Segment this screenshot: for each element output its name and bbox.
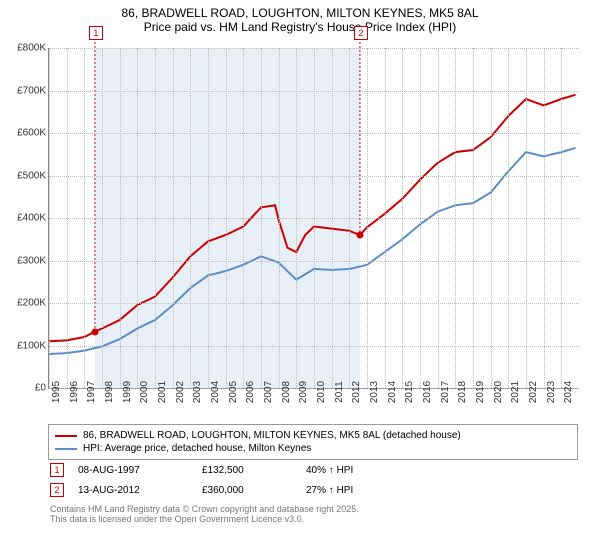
transaction-pct-1: 40% ↑ HPI: [306, 465, 416, 476]
y-axis-label: £200K: [8, 298, 46, 309]
x-axis-label: 2008: [281, 381, 292, 403]
marker-box-1: 1: [89, 26, 103, 40]
x-axis-label: 2002: [175, 381, 186, 403]
transaction-date-1: 08-AUG-1997: [78, 465, 188, 476]
marker-box-2: 2: [354, 26, 368, 40]
y-axis-label: £700K: [8, 85, 46, 96]
x-axis-label: 1995: [51, 381, 62, 403]
x-axis-label: 2017: [440, 381, 451, 403]
x-axis-label: 2003: [192, 381, 203, 403]
x-axis-label: 2004: [210, 381, 221, 403]
legend-row-red: 86, BRADWELL ROAD, LOUGHTON, MILTON KEYN…: [55, 429, 571, 442]
x-axis-label: 2024: [563, 381, 574, 403]
chart-plot-area: 12: [48, 48, 579, 389]
x-axis-label: 1999: [122, 381, 133, 403]
x-axis-label: 1998: [104, 381, 115, 403]
legend-swatch-red: [55, 435, 77, 437]
marker-dot-1: [91, 328, 98, 335]
x-axis-label: 1997: [86, 381, 97, 403]
x-axis-label: 2006: [245, 381, 256, 403]
x-axis-label: 2018: [457, 381, 468, 403]
y-axis-label: £500K: [8, 170, 46, 181]
y-axis-label: £300K: [8, 255, 46, 266]
x-axis-label: 2005: [228, 381, 239, 403]
transaction-price-1: £132,500: [202, 465, 292, 476]
y-axis-label: £600K: [8, 128, 46, 139]
x-axis-label: 2015: [404, 381, 415, 403]
legend-label-blue: HPI: Average price, detached house, Milt…: [83, 443, 311, 454]
x-axis-label: 2000: [139, 381, 150, 403]
x-axis-label: 2014: [387, 381, 398, 403]
x-axis-label: 2021: [510, 381, 521, 403]
x-axis-label: 2009: [298, 381, 309, 403]
y-axis-label: £800K: [8, 43, 46, 54]
x-axis-label: 2012: [351, 381, 362, 403]
legend-and-footer: 86, BRADWELL ROAD, LOUGHTON, MILTON KEYN…: [48, 424, 578, 524]
y-axis-label: £0: [8, 383, 46, 394]
chart-container: 86, BRADWELL ROAD, LOUGHTON, MILTON KEYN…: [0, 0, 600, 560]
x-axis-label: 2013: [369, 381, 380, 403]
x-axis-label: 2020: [493, 381, 504, 403]
x-axis-label: 2023: [546, 381, 557, 403]
legend-label-red: 86, BRADWELL ROAD, LOUGHTON, MILTON KEYN…: [83, 430, 461, 441]
x-axis-label: 2016: [422, 381, 433, 403]
transaction-marker-2: 2: [50, 483, 64, 497]
footer-line-2: This data is licensed under the Open Gov…: [50, 514, 576, 524]
x-axis-label: 1996: [69, 381, 80, 403]
transaction-price-2: £360,000: [202, 485, 292, 496]
transaction-date-2: 13-AUG-2012: [78, 485, 188, 496]
x-axis-label: 2010: [316, 381, 327, 403]
legend-row-blue: HPI: Average price, detached house, Milt…: [55, 442, 571, 455]
x-axis-label: 2011: [334, 381, 345, 403]
footer-line-1: Contains HM Land Registry data © Crown c…: [50, 504, 576, 514]
y-axis-label: £400K: [8, 213, 46, 224]
x-axis-label: 2019: [475, 381, 486, 403]
transaction-row-2: 2 13-AUG-2012 £360,000 27% ↑ HPI: [48, 480, 578, 500]
legend-swatch-blue: [55, 448, 77, 450]
series-blue: [49, 148, 576, 354]
transaction-marker-1: 1: [50, 463, 64, 477]
footer-text: Contains HM Land Registry data © Crown c…: [48, 500, 578, 524]
y-axis-label: £100K: [8, 340, 46, 351]
transaction-row-1: 1 08-AUG-1997 £132,500 40% ↑ HPI: [48, 460, 578, 480]
legend-box: 86, BRADWELL ROAD, LOUGHTON, MILTON KEYN…: [48, 424, 578, 460]
chart-title: 86, BRADWELL ROAD, LOUGHTON, MILTON KEYN…: [10, 6, 590, 20]
x-axis-label: 2001: [157, 381, 168, 403]
x-axis-label: 2007: [263, 381, 274, 403]
x-axis-label: 2022: [528, 381, 539, 403]
transaction-pct-2: 27% ↑ HPI: [306, 485, 416, 496]
marker-dot-2: [356, 232, 363, 239]
